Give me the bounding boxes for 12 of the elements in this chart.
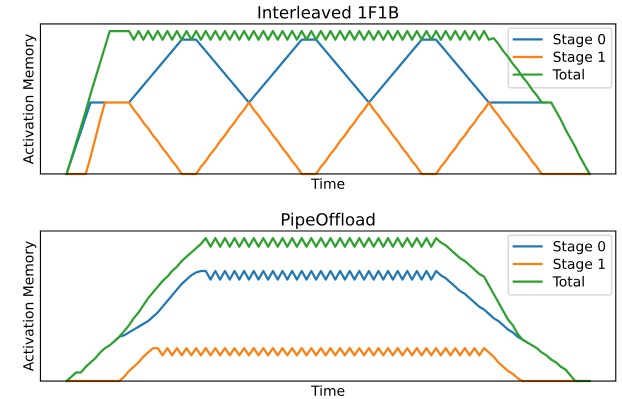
chart-title: PipeOffload [282,212,374,229]
chart-title: Interleaved 1F1B [258,6,398,19]
x-axis-title: Time [311,385,344,396]
legend-label: Stage 0 [554,34,606,48]
legend-label: Stage 1 [554,52,605,65]
legend-label: Stage 1 [554,258,605,272]
x-axis-title: Time [311,178,344,189]
legend-label: Total [552,68,584,80]
legend-label: Stage 0 [554,240,606,254]
y-axis-title: Activation Memory [22,241,36,372]
legend-label: Total [552,276,584,287]
y-axis-title: Activation Memory [22,34,36,164]
